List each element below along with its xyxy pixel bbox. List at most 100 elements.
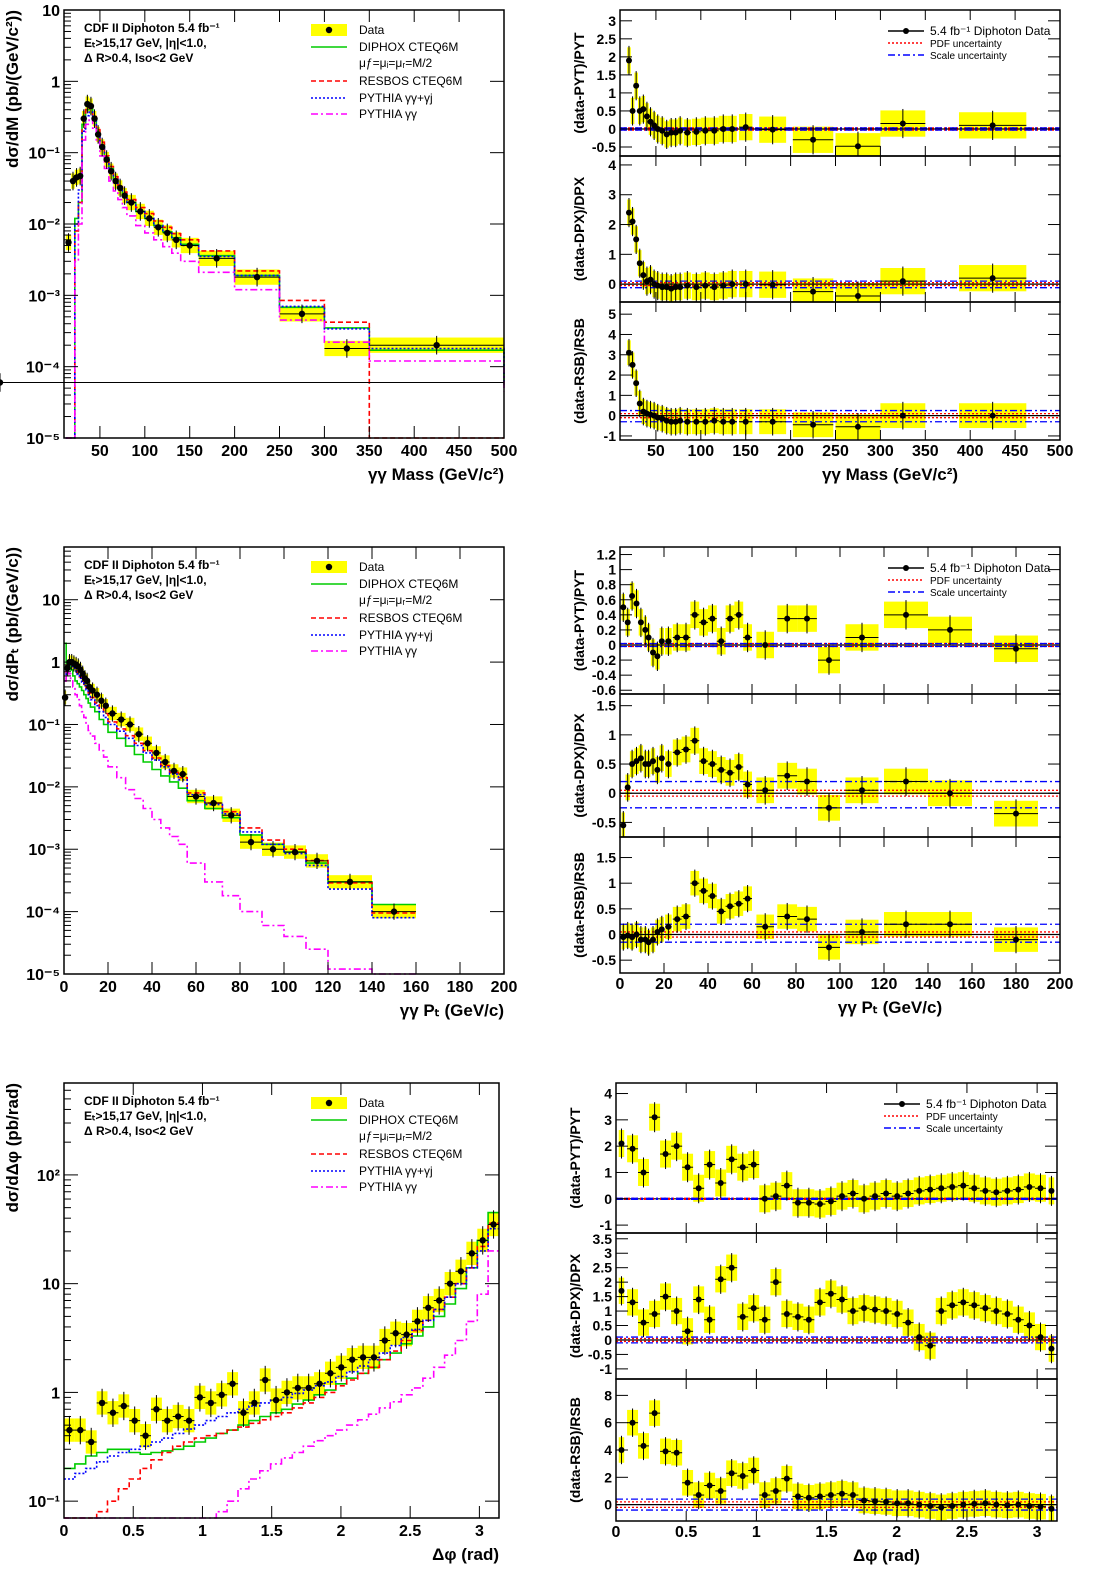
- data-point: [903, 778, 909, 785]
- data-point: [642, 626, 649, 633]
- data-point: [118, 716, 125, 723]
- y-tick-label: 3: [608, 187, 616, 203]
- data-point: [240, 1409, 247, 1416]
- y-tick-label: 0.6: [597, 592, 617, 608]
- data-point: [196, 1394, 204, 1401]
- data-point: [739, 1472, 746, 1479]
- data-point: [728, 1470, 735, 1477]
- legend-label: Data: [359, 23, 385, 37]
- x-axis-title: γγ Pₜ (GeV/c): [838, 998, 942, 1017]
- data-point: [899, 412, 906, 419]
- data-point: [728, 1264, 735, 1271]
- data-point: [305, 1384, 312, 1392]
- data-point: [94, 131, 102, 138]
- data-point: [927, 1342, 934, 1349]
- legend-data-marker: [325, 563, 333, 571]
- data-point: [173, 236, 180, 244]
- y-axis-title: (data-DPX)/DPX: [571, 713, 587, 818]
- data-point: [381, 1337, 389, 1344]
- data-point: [658, 755, 665, 762]
- data-point: [174, 1413, 182, 1420]
- y-axis-title: dσ/dPₜ (pb/(GeV/c)): [3, 547, 22, 702]
- data-point: [170, 767, 178, 775]
- data-point: [403, 1331, 410, 1338]
- data-point: [625, 349, 632, 356]
- y-tick-label: 0: [608, 276, 616, 292]
- info-line: Δ R>0.4, Iso<2 GeV: [84, 588, 193, 602]
- data-point: [618, 1140, 625, 1147]
- x-tick-label: 100: [131, 443, 158, 460]
- y-tick-label: 10⁻³: [28, 842, 60, 859]
- data-point: [949, 1502, 956, 1509]
- series-line-4: [65, 117, 505, 439]
- data-point: [651, 1410, 658, 1417]
- y-tick-label: 0.5: [597, 103, 617, 119]
- data-point: [735, 611, 742, 618]
- data-point: [861, 1195, 868, 1202]
- legend-label: PYTHIA γγ+γj: [359, 91, 433, 105]
- y-tick-label: 1.5: [597, 67, 617, 83]
- x-axis-title: γγ Mass (GeV/c²): [368, 465, 504, 484]
- data-point: [883, 1190, 890, 1197]
- data-point: [695, 1492, 702, 1499]
- data-point: [727, 615, 733, 622]
- data-point: [854, 293, 861, 300]
- data-point: [640, 1442, 647, 1449]
- data-point: [993, 1501, 1000, 1508]
- x-tick-label: 0: [60, 979, 69, 996]
- y-tick-label: 10⁻¹: [28, 1494, 60, 1511]
- data-point: [327, 1370, 334, 1377]
- y-tick-label: 10⁻²: [28, 780, 60, 797]
- x-tick-label: 120: [315, 979, 342, 996]
- data-point: [899, 278, 906, 285]
- data-point: [720, 418, 727, 425]
- info-line: CDF II Diphoton 5.4 fb⁻¹: [84, 1094, 220, 1108]
- x-tick-label: 80: [231, 979, 249, 996]
- y-tick-label: 0: [604, 1332, 612, 1348]
- legend-label: Data: [359, 560, 385, 574]
- data-point: [1048, 1187, 1055, 1194]
- data-point: [298, 310, 306, 318]
- data-point: [971, 1500, 978, 1507]
- data-point: [316, 1380, 323, 1387]
- data-point: [905, 1500, 912, 1507]
- chart-layer: 50 100 150 200 250 300 350 400 450 50010⁻⁵10⁻⁴10⁻…: [0, 3, 1073, 1565]
- data-point: [861, 1497, 868, 1504]
- data-point: [625, 209, 632, 216]
- series-line-3: [64, 1227, 499, 1480]
- data-point: [739, 1313, 746, 1320]
- data-point: [677, 417, 684, 424]
- data-point: [624, 784, 631, 791]
- data-point: [253, 273, 261, 281]
- data-point: [116, 184, 124, 192]
- data-point: [691, 737, 698, 744]
- data-point: [761, 1316, 768, 1323]
- data-point: [659, 415, 666, 422]
- data-point: [640, 272, 647, 279]
- y-tick-label: 10: [42, 593, 60, 610]
- x-tick-label: 160: [959, 976, 986, 993]
- pt_ratio-plot: -0.6-0.4-0.200.20.40.60.811.2(data-PYT)/…: [571, 546, 1073, 1017]
- y-tick-label: 10⁻⁵: [26, 431, 60, 448]
- x-tick-label: 300: [311, 443, 338, 460]
- y-tick-label: 2: [604, 1469, 612, 1485]
- y-axis-title: (data-DPX)/DPX: [567, 1253, 583, 1358]
- y-tick-label: 10: [42, 3, 60, 20]
- data-point: [761, 1492, 768, 1499]
- data-point: [112, 177, 119, 185]
- data-point: [903, 921, 909, 928]
- info-line: Δ R>0.4, Iso<2 GeV: [84, 1124, 193, 1138]
- data-point: [709, 893, 716, 900]
- x-tick-label: 350: [912, 443, 939, 460]
- data-point: [816, 1493, 823, 1500]
- data-point: [640, 1169, 647, 1176]
- data-point: [826, 944, 832, 951]
- data-point: [153, 1406, 160, 1413]
- x-tick-label: 60: [743, 976, 761, 993]
- y-tick-label: 1: [608, 246, 616, 262]
- data-point: [854, 143, 861, 150]
- data-point: [700, 619, 707, 626]
- data-point: [769, 281, 776, 288]
- y-tick-label: 0.2: [597, 622, 617, 638]
- y-tick-label: 5: [608, 306, 616, 322]
